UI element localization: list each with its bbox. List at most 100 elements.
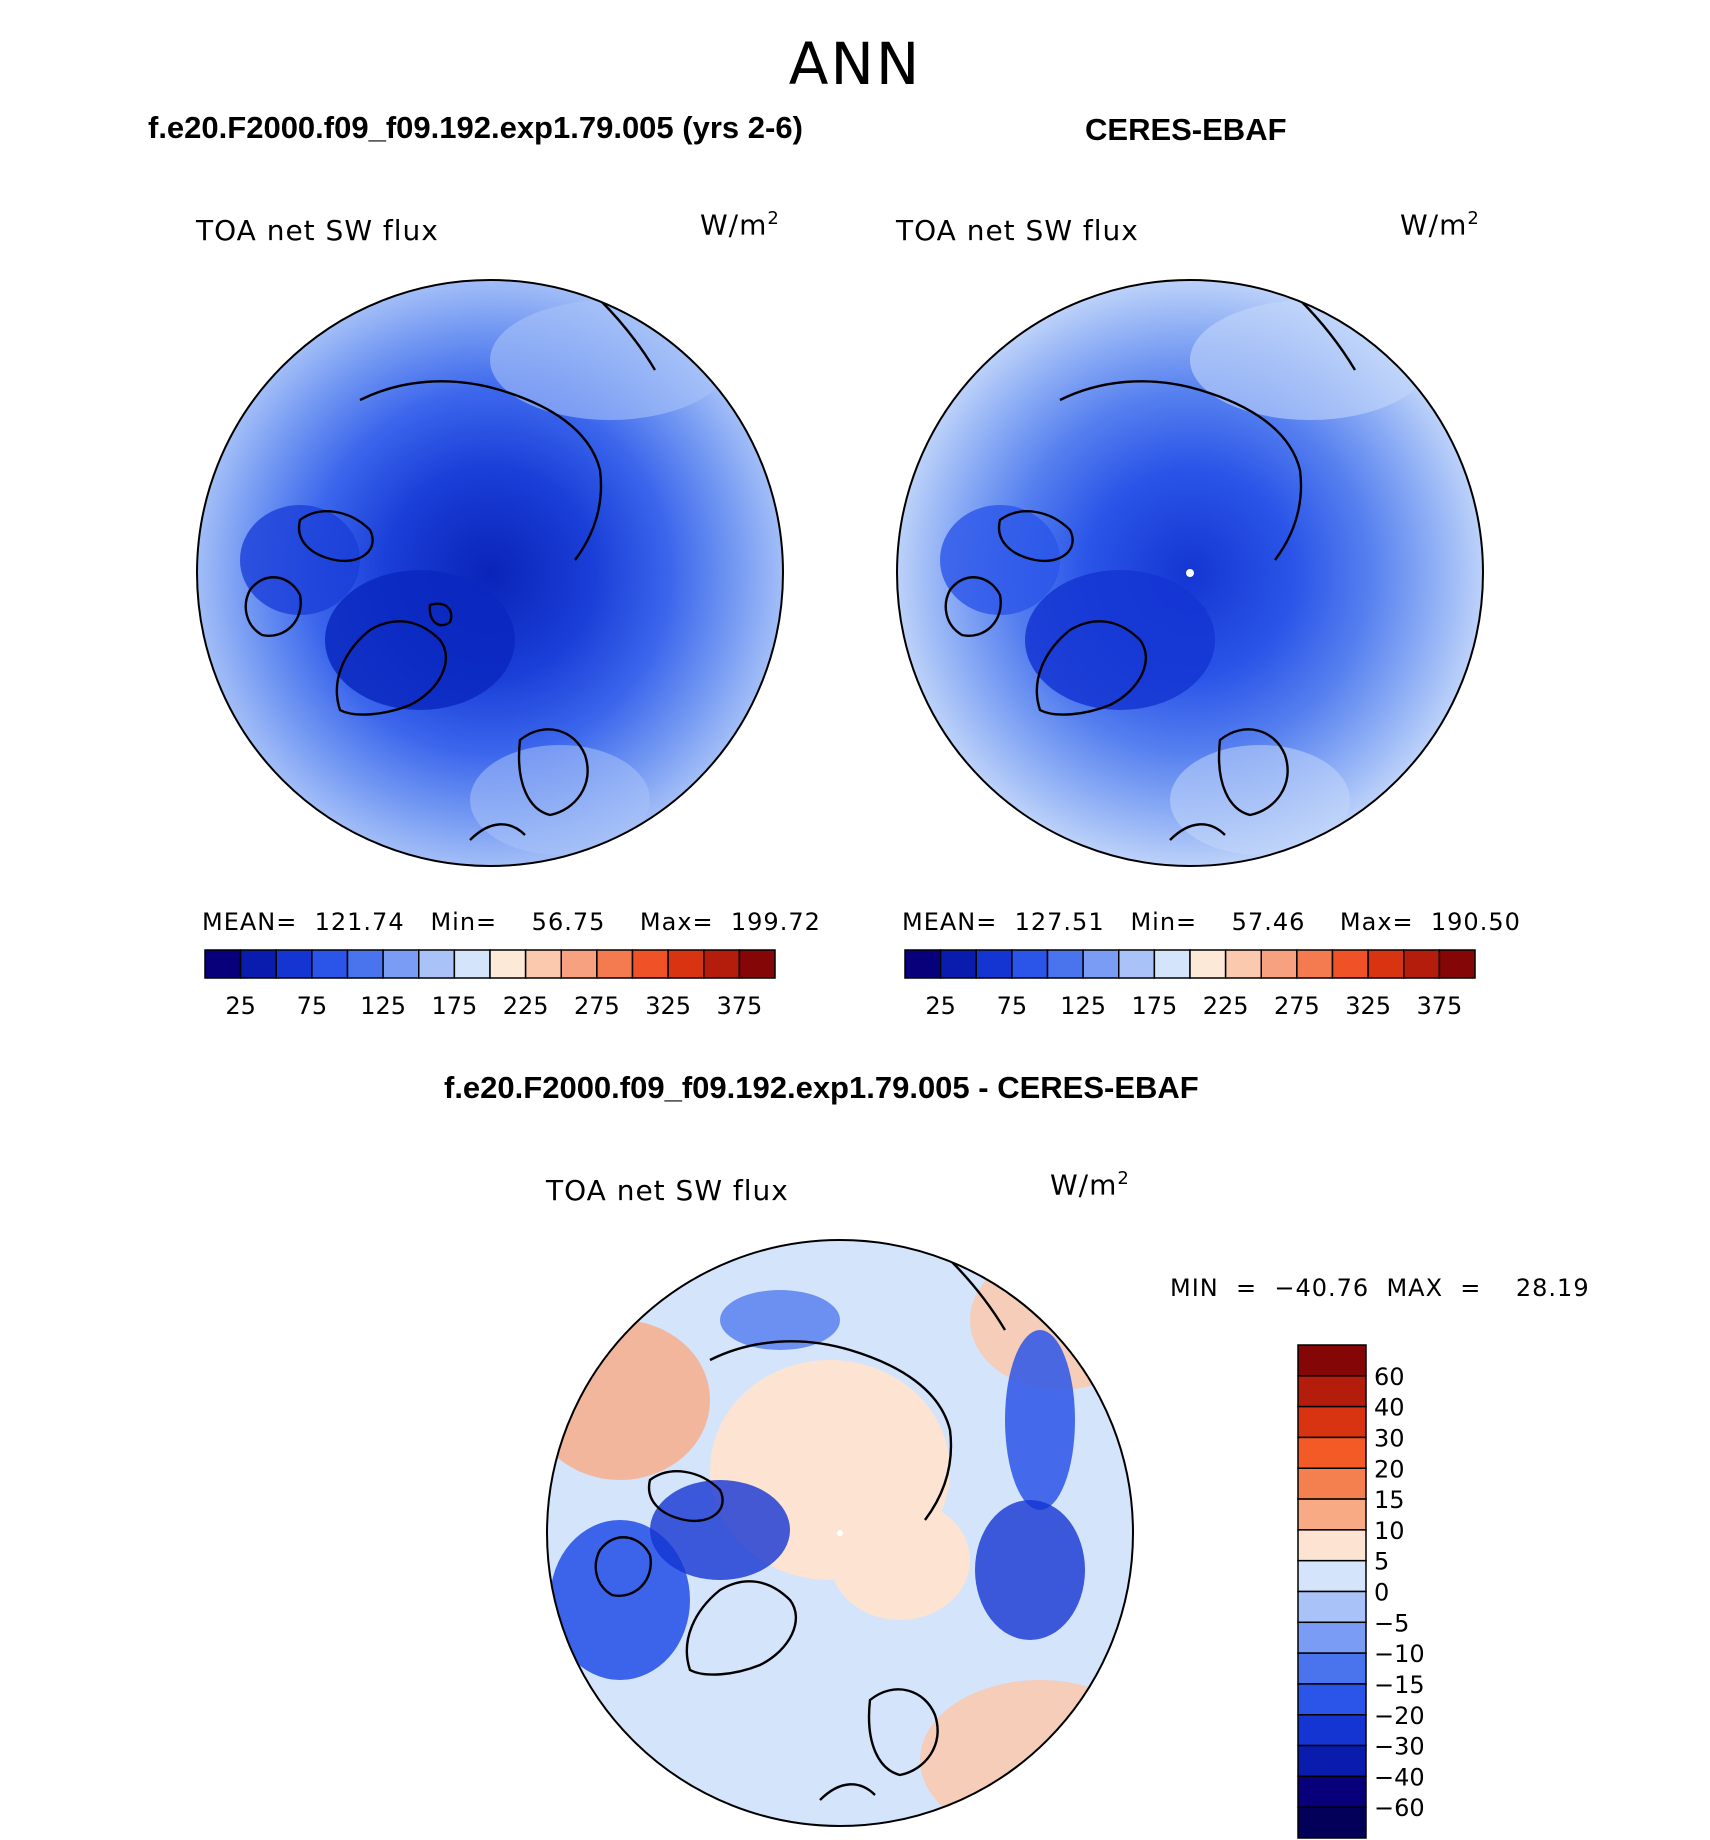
panel1-colorbar-tick-label: 75	[297, 992, 328, 1020]
panel3-colorbar-tick-label: −60	[1374, 1794, 1425, 1822]
panel3-colorbar-swatch	[1297, 1621, 1367, 1654]
panel3-colorbar-tick-label: −15	[1374, 1671, 1425, 1699]
panel1-colorbar-swatch	[596, 949, 634, 979]
panel2-colorbar-tick-label: 25	[925, 992, 956, 1020]
panel2-colorbar-swatch	[1403, 949, 1441, 979]
panel3-colorbar-swatch	[1297, 1590, 1367, 1624]
panel3-colorbar-tick-label: 60	[1374, 1363, 1405, 1391]
panel2-colorbar-swatch	[1224, 949, 1262, 979]
panel3-colorbar-swatch	[1297, 1806, 1367, 1839]
panel3-colorbar-tick-label: −20	[1374, 1702, 1425, 1730]
panel3-colorbar-tick-label: 5	[1374, 1548, 1389, 1576]
obs-title: CERES-EBAF	[1085, 112, 1287, 147]
panel2-colorbar-swatch	[1118, 949, 1156, 979]
panel2-colorbar-swatch	[1438, 949, 1476, 979]
panel3-colorbar-swatch	[1297, 1714, 1367, 1747]
diff-title: f.e20.F2000.f09_f09.192.exp1.79.005 - CE…	[444, 1070, 1199, 1105]
panel1-colorbar-tick-label: 375	[716, 992, 762, 1020]
panel3-colorbar-swatch	[1297, 1436, 1367, 1469]
panel3-colorbar-tick-label: −40	[1374, 1763, 1425, 1791]
panel2-colorbar-tick-label: 175	[1131, 992, 1177, 1020]
panel3-colorbar-swatch	[1297, 1405, 1367, 1439]
panel2-stats: MEAN= 127.51 Min= 57.46 Max= 190.50	[902, 908, 1521, 936]
panel3-colorbar-tick-label: −5	[1374, 1609, 1409, 1637]
panel1-colorbar-swatch	[311, 949, 349, 979]
panel1-colorbar-tick-label: 125	[360, 992, 406, 1020]
panel1-colorbar-swatch	[382, 949, 420, 979]
panel3-colorbar-swatch	[1297, 1652, 1367, 1685]
panel3-colorbar-tick-label: 15	[1374, 1486, 1405, 1514]
panel3-colorbar-swatch	[1297, 1467, 1367, 1500]
panel2-field-label: TOA net SW flux	[896, 214, 1139, 247]
panel1-colorbar-swatch	[275, 949, 313, 979]
panel2-colorbar-swatch	[1011, 949, 1049, 979]
panel2-colorbar-swatch	[1189, 949, 1227, 979]
panel3-colorbar-tick-label: 20	[1374, 1455, 1405, 1483]
panel1-colorbar-swatch	[489, 949, 527, 979]
panel2-colorbar-swatch	[1153, 949, 1191, 979]
panel1-colorbar-swatch	[631, 949, 669, 979]
panel1-colorbar: 25 75 125 175 225 275 325 375	[204, 949, 776, 1020]
panel1-colorbar-swatch	[560, 949, 598, 979]
panel2-colorbar-swatch	[1296, 949, 1334, 979]
panel2-colorbar-tick-label: 75	[997, 992, 1028, 1020]
panel2-units: W/m2	[1400, 208, 1480, 242]
panel2-colorbar-tick-label: 125	[1060, 992, 1106, 1020]
panel3-stats: MIN = −40.76 MAX = 28.19	[1170, 1274, 1590, 1302]
panel2-colorbar: 25 75 125 175 225 275 325 375	[904, 949, 1476, 1020]
panel3-colorbar-swatch	[1297, 1683, 1367, 1716]
panel2-colorbar-swatch	[1046, 949, 1084, 979]
panel3-colorbar-tick-label: −10	[1374, 1640, 1425, 1668]
panel2-colorbar-swatch	[1082, 949, 1120, 979]
panel1-colorbar-tick-label: 325	[645, 992, 691, 1020]
panel3-colorbar-swatch	[1297, 1775, 1367, 1808]
panel1-map	[197, 280, 783, 866]
panel3-colorbar-tick-label: 30	[1374, 1424, 1405, 1452]
panel2-map	[897, 280, 1483, 866]
panel3-colorbar-tick-label: 40	[1374, 1394, 1405, 1422]
panel1-colorbar-tick-label: 225	[503, 992, 549, 1020]
panel1-units: W/m2	[700, 208, 780, 242]
panel3-units: W/m2	[1050, 1168, 1130, 1202]
season-title: ANN	[788, 30, 922, 98]
panel1-colorbar-swatch	[346, 949, 384, 979]
panel3-coastlines	[594, 1259, 1007, 1801]
panel1-colorbar-tick-label: 25	[225, 992, 256, 1020]
panel3-field-label: TOA net SW flux	[546, 1174, 789, 1207]
panel1-colorbar-swatch	[453, 949, 491, 979]
panel2-colorbar-swatch	[939, 949, 977, 979]
panel1-colorbar-swatch	[703, 949, 741, 979]
panel3-colorbar-swatch	[1297, 1498, 1367, 1531]
panel1-colorbar-swatch	[738, 949, 776, 979]
panel2-colorbar-swatch	[1331, 949, 1369, 979]
panel3-colorbar-swatch	[1297, 1559, 1367, 1593]
panel3-colorbar-tick-label: −30	[1374, 1733, 1425, 1761]
panel1-colorbar-swatch	[239, 949, 277, 979]
panel2-colorbar-swatch	[1260, 949, 1298, 979]
model-title: f.e20.F2000.f09_f09.192.exp1.79.005 (yrs…	[148, 110, 803, 145]
panel3-colorbar-swatch	[1297, 1529, 1367, 1562]
panel2-colorbar-swatch	[975, 949, 1013, 979]
panel3-colorbar-tick-label: 0	[1374, 1579, 1389, 1607]
panel2-colorbar-tick-label: 225	[1203, 992, 1249, 1020]
panel3-colorbar-swatch	[1297, 1375, 1367, 1408]
panel1-colorbar-tick-label: 175	[431, 992, 477, 1020]
panel1-colorbar-swatch	[524, 949, 562, 979]
panel1-field-label: TOA net SW flux	[196, 214, 439, 247]
panel2-coastlines	[944, 299, 1357, 841]
panel3-map	[547, 1240, 1133, 1826]
panel1-stats: MEAN= 121.74 Min= 56.75 Max= 199.72	[202, 908, 821, 936]
panel2-colorbar-tick-label: 275	[1274, 992, 1320, 1020]
panel3-colorbar-tick-label: 10	[1374, 1517, 1405, 1545]
panel1-coastlines	[244, 299, 657, 841]
panel2-colorbar-tick-label: 375	[1416, 992, 1462, 1020]
panel1-colorbar-swatch	[418, 949, 456, 979]
panel2-colorbar-swatch	[1367, 949, 1405, 979]
panel1-colorbar-tick-label: 275	[574, 992, 620, 1020]
panel1-colorbar-swatch	[204, 949, 242, 979]
panel2-colorbar-tick-label: 325	[1345, 992, 1391, 1020]
panel2-colorbar-swatch	[904, 949, 942, 979]
panel3-colorbar-swatch	[1297, 1744, 1367, 1778]
